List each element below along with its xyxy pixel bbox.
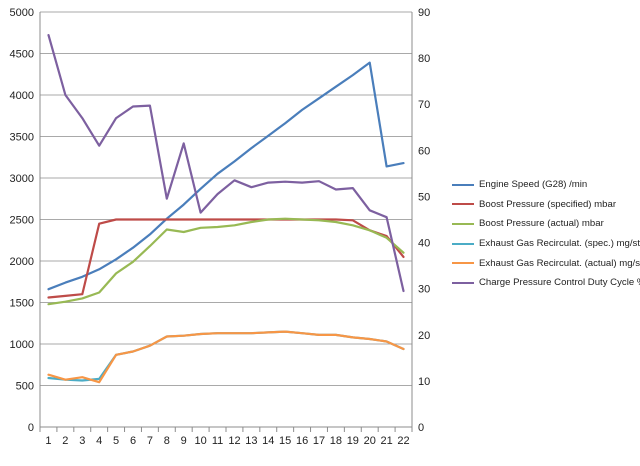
x-tick-label: 20 [364,435,376,447]
legend-label: Exhaust Gas Recirculat. (spec.) mg/str [479,238,640,250]
y-left-tick-label: 4000 [10,90,34,102]
x-tick-label: 14 [262,435,274,447]
legend-swatch [452,222,474,225]
axes [39,12,413,432]
legend-item: Exhaust Gas Recirculat. (actual) mg/str [452,253,640,273]
legend-swatch [452,183,474,186]
legend-label: Exhaust Gas Recirculat. (actual) mg/str [479,257,640,269]
y-right-tick-label: 70 [418,99,430,111]
tick-labels: 0500100015002000250030003500400045005000… [10,7,431,447]
x-tick-label: 11 [212,435,223,447]
legend-item: Charge Pressure Control Duty Cycle % [452,273,640,293]
series-line [47,217,405,306]
legend-swatch [452,242,474,245]
legend-swatch [452,203,474,206]
y-right-tick-label: 60 [418,145,430,157]
x-tick-label: 10 [195,435,207,447]
y-left-tick-label: 2000 [10,256,34,268]
x-tick-label: 9 [181,435,187,447]
x-tick-label: 1 [45,435,51,447]
legend-label: Boost Pressure (specified) mbar [479,198,617,210]
series-line [47,218,405,299]
legend-label: Charge Pressure Control Duty Cycle % [479,277,640,289]
x-tick-label: 4 [96,435,102,447]
y-left-tick-label: 3500 [10,132,34,144]
chart-legend: Engine Speed (G28) /min Boost Pressure (s… [452,175,640,293]
series-line [47,61,405,291]
legend-label: Boost Pressure (actual) mbar [479,218,604,230]
legend-swatch [452,281,474,284]
x-tick-label: 7 [147,435,153,447]
y-left-tick-label: 0 [28,422,34,434]
y-right-tick-label: 30 [418,284,430,296]
y-left-tick-label: 5000 [10,7,34,19]
x-tick-label: 8 [164,435,170,447]
y-left-tick-label: 1500 [10,298,34,310]
y-right-tick-label: 10 [418,376,430,388]
y-left-tick-label: 500 [16,381,34,393]
y-right-tick-label: 90 [418,7,430,19]
y-right-tick-label: 80 [418,53,430,65]
legend-item: Boost Pressure (specified) mbar [452,195,640,215]
legend-item: Boost Pressure (actual) mbar [452,214,640,234]
legend-swatch [452,262,474,265]
series-line [47,330,405,384]
x-tick-label: 13 [245,435,257,447]
x-tick-label: 15 [279,435,291,447]
y-right-tick-label: 20 [418,330,430,342]
x-tick-label: 3 [79,435,85,447]
x-tick-label: 21 [381,435,393,447]
gridlines [40,11,412,386]
y-right-tick-label: 40 [418,238,430,250]
y-right-tick-label: 0 [418,422,424,434]
y-right-tick-label: 50 [418,191,430,203]
x-tick-label: 19 [347,435,359,447]
x-tick-label: 16 [296,435,308,447]
legend-item: Exhaust Gas Recirculat. (spec.) mg/str [452,234,640,254]
series-line [47,33,405,293]
x-tick-label: 12 [228,435,240,447]
x-tick-label: 2 [62,435,68,447]
legend-item: Engine Speed (G28) /min [452,175,640,195]
series-line [47,330,405,382]
y-left-tick-label: 1000 [10,339,34,351]
x-tick-label: 17 [313,435,325,447]
y-left-tick-label: 2500 [10,215,34,227]
x-tick-label: 18 [330,435,342,447]
y-left-tick-label: 3000 [10,173,34,185]
series-lines [47,33,405,384]
x-tick-label: 22 [397,435,409,447]
y-left-tick-label: 4500 [10,49,34,61]
legend-label: Engine Speed (G28) /min [479,179,588,191]
x-tick-label: 5 [113,435,119,447]
x-tick-label: 6 [130,435,136,447]
